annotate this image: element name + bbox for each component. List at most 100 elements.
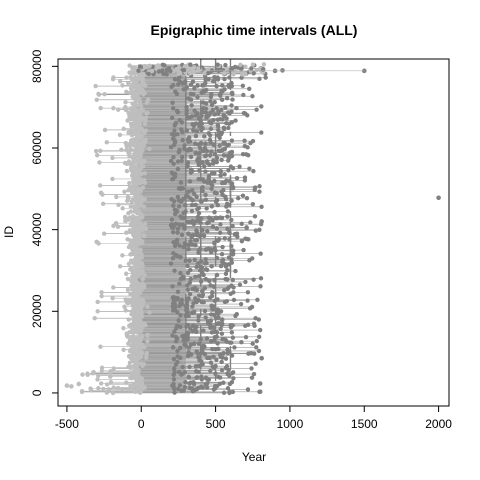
end-point (220, 368, 224, 372)
end-point (208, 138, 212, 142)
end-point (193, 258, 197, 262)
end-point (181, 138, 185, 142)
top-strip-point (242, 72, 246, 76)
start-point (128, 348, 132, 352)
start-point (126, 81, 130, 85)
end-point (246, 290, 250, 294)
end-point (186, 354, 190, 358)
end-point (176, 159, 180, 163)
end-point (177, 243, 181, 247)
end-point (243, 280, 247, 284)
end-point (250, 94, 254, 98)
end-point (228, 382, 232, 386)
end-point (193, 151, 197, 155)
top-strip-point (188, 62, 192, 66)
start-point (132, 152, 136, 156)
start-point (121, 348, 125, 352)
end-point (178, 255, 182, 259)
end-point (230, 330, 234, 334)
end-point (172, 366, 176, 370)
end-point (219, 170, 223, 174)
end-point (192, 192, 196, 196)
end-point (205, 381, 209, 385)
start-point (80, 389, 84, 393)
start-point (102, 92, 106, 96)
end-point (225, 96, 229, 100)
start-point (124, 75, 128, 79)
end-point (209, 127, 213, 131)
y-tick-label: 40000 (30, 213, 44, 247)
end-point (187, 345, 191, 349)
end-point (176, 227, 180, 231)
start-point (133, 309, 137, 313)
end-point (188, 386, 192, 390)
end-point (216, 123, 220, 127)
end-point (229, 283, 233, 287)
end-point (194, 329, 198, 333)
top-strip-point (223, 71, 227, 75)
end-point (220, 331, 224, 335)
top-strip-point (182, 68, 186, 72)
end-point (190, 122, 194, 126)
start-point (147, 310, 151, 314)
end-point (224, 116, 228, 120)
start-point (129, 376, 133, 380)
start-point (128, 366, 132, 370)
start-point (132, 171, 136, 175)
top-strip-point (249, 66, 253, 70)
end-point (173, 140, 177, 144)
end-point (253, 361, 257, 365)
end-point (257, 189, 261, 193)
start-point (120, 83, 124, 87)
end-point (248, 220, 252, 224)
end-point (224, 272, 228, 276)
start-point (139, 271, 143, 275)
start-point (136, 368, 140, 372)
end-point (171, 155, 175, 159)
end-point (192, 342, 196, 346)
outlier-point (258, 389, 263, 394)
start-point (130, 386, 134, 390)
outlier-point (436, 196, 441, 201)
end-point (179, 277, 183, 281)
end-point (191, 380, 195, 384)
start-point (98, 183, 102, 187)
end-point (224, 339, 228, 343)
chart-title: Epigraphic time intervals (ALL) (151, 22, 358, 38)
end-point (249, 366, 253, 370)
end-point (176, 110, 180, 114)
end-point (171, 136, 175, 140)
start-point (126, 288, 130, 292)
end-point (198, 264, 202, 268)
end-point (176, 195, 180, 199)
start-point (140, 314, 144, 318)
end-point (181, 365, 185, 369)
end-point (207, 356, 211, 360)
end-point (224, 197, 228, 201)
end-point (199, 141, 203, 145)
start-point (102, 232, 106, 236)
end-point (242, 139, 246, 143)
end-point (173, 90, 177, 94)
start-point (116, 108, 120, 112)
start-point (111, 77, 115, 81)
start-point (110, 156, 114, 160)
end-point (263, 75, 267, 79)
top-strip-point (167, 66, 171, 70)
end-point (216, 109, 220, 113)
end-point (224, 121, 228, 125)
end-point (175, 354, 179, 358)
start-point (145, 333, 149, 337)
end-point (169, 145, 173, 149)
start-point (128, 292, 132, 296)
end-point (209, 339, 213, 343)
end-point (189, 277, 193, 281)
start-point (99, 381, 103, 385)
start-point (146, 97, 150, 101)
start-point (129, 121, 133, 125)
end-point (244, 225, 248, 229)
end-point (188, 292, 192, 296)
end-point (212, 112, 216, 116)
end-point (258, 284, 262, 288)
start-point (108, 374, 112, 378)
